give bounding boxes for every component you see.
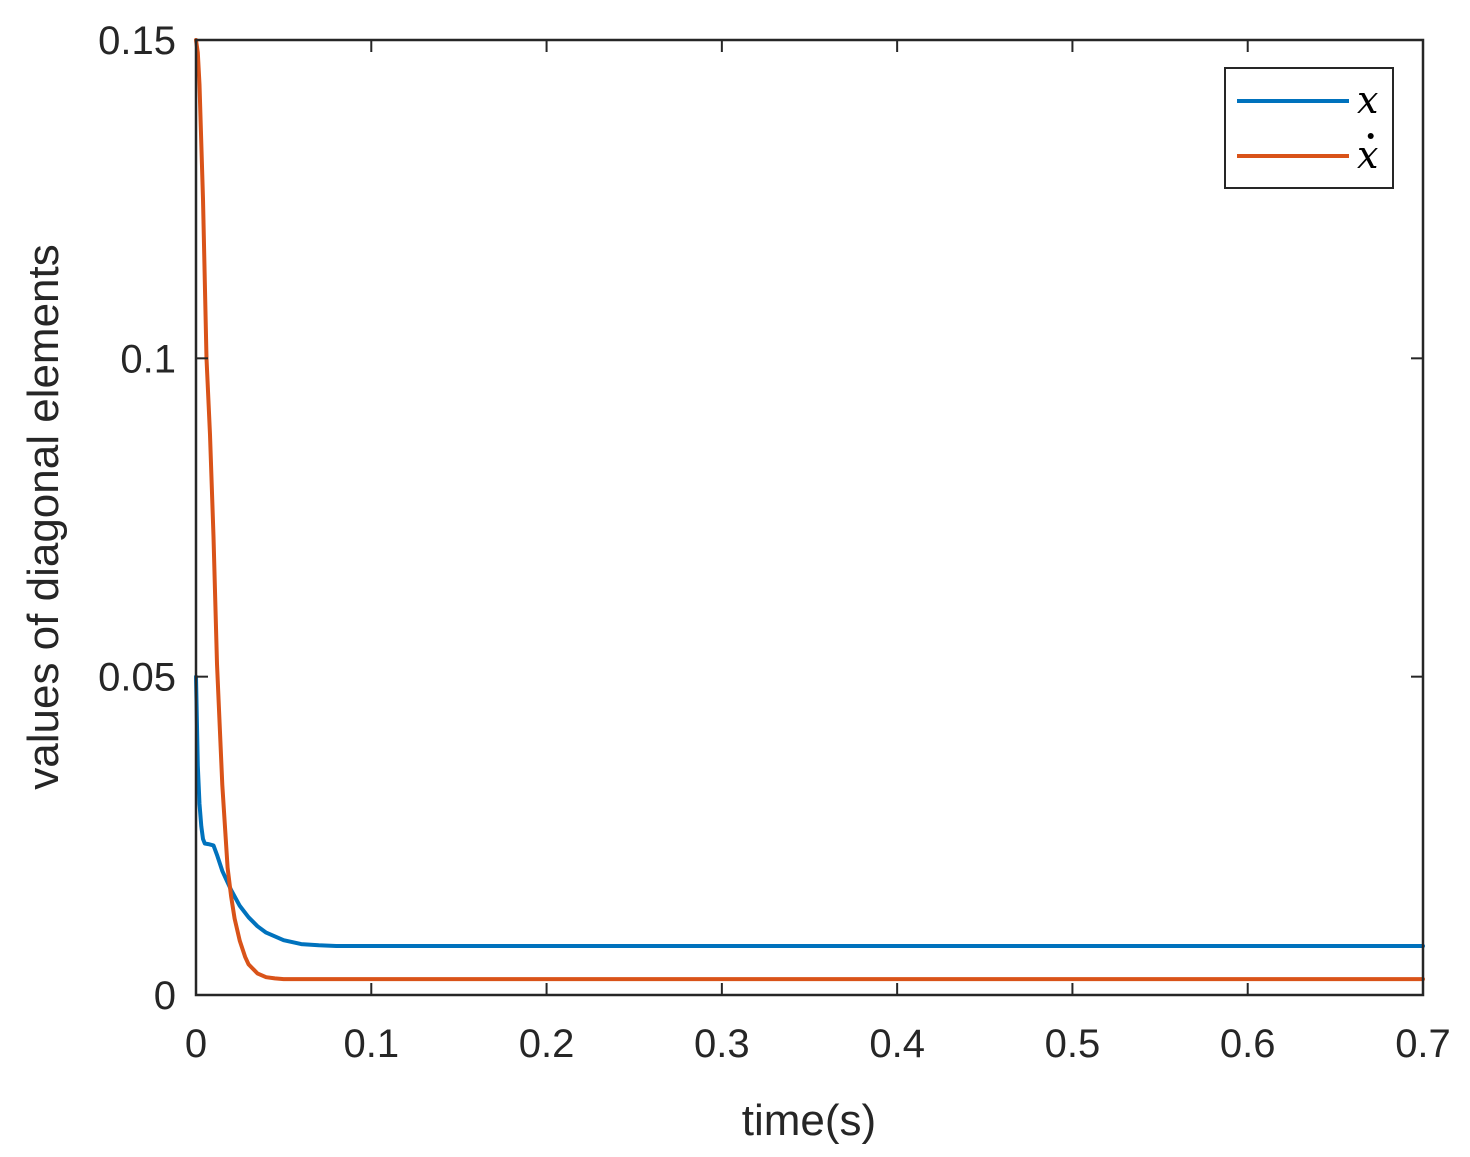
x-tick-label: 0.4 — [869, 1022, 925, 1066]
x-tick-label: 0.6 — [1220, 1022, 1276, 1066]
x-tick-label: 0.7 — [1395, 1022, 1451, 1066]
legend-overdot — [1367, 133, 1374, 139]
legend-label-x: x — [1357, 78, 1378, 122]
y-axis-title: values of diagonal elements — [19, 244, 68, 789]
x-tick-label: 0.2 — [519, 1022, 575, 1066]
x-axis-title: time(s) — [742, 1096, 876, 1145]
series-layer — [194, 38, 1425, 982]
x-tick-label: 0.1 — [343, 1022, 399, 1066]
y-tick-label: 0 — [154, 974, 176, 1018]
x-tick-label: 0.3 — [694, 1022, 750, 1066]
legend-box — [1224, 67, 1394, 189]
ticks-layer: 0 0.1 0.2 0.3 0.4 0.5 0.6 0.7 0 0.05 0.1 0.15 — [98, 19, 1451, 1066]
plot-area — [196, 40, 1423, 995]
y-tick-label: 0.05 — [98, 656, 176, 700]
axes-box — [194, 38, 1425, 997]
series-line-x — [194, 674, 1425, 948]
series-line-xdot — [194, 38, 1425, 982]
y-tick-label: 0.15 — [98, 19, 176, 63]
legend-label-xdot: x — [1357, 133, 1378, 177]
x-tick-label: 0.5 — [1045, 1022, 1101, 1066]
y-tick-label: 0.1 — [120, 337, 176, 381]
legend: x x — [1224, 67, 1394, 189]
x-tick-label: 0 — [185, 1022, 207, 1066]
